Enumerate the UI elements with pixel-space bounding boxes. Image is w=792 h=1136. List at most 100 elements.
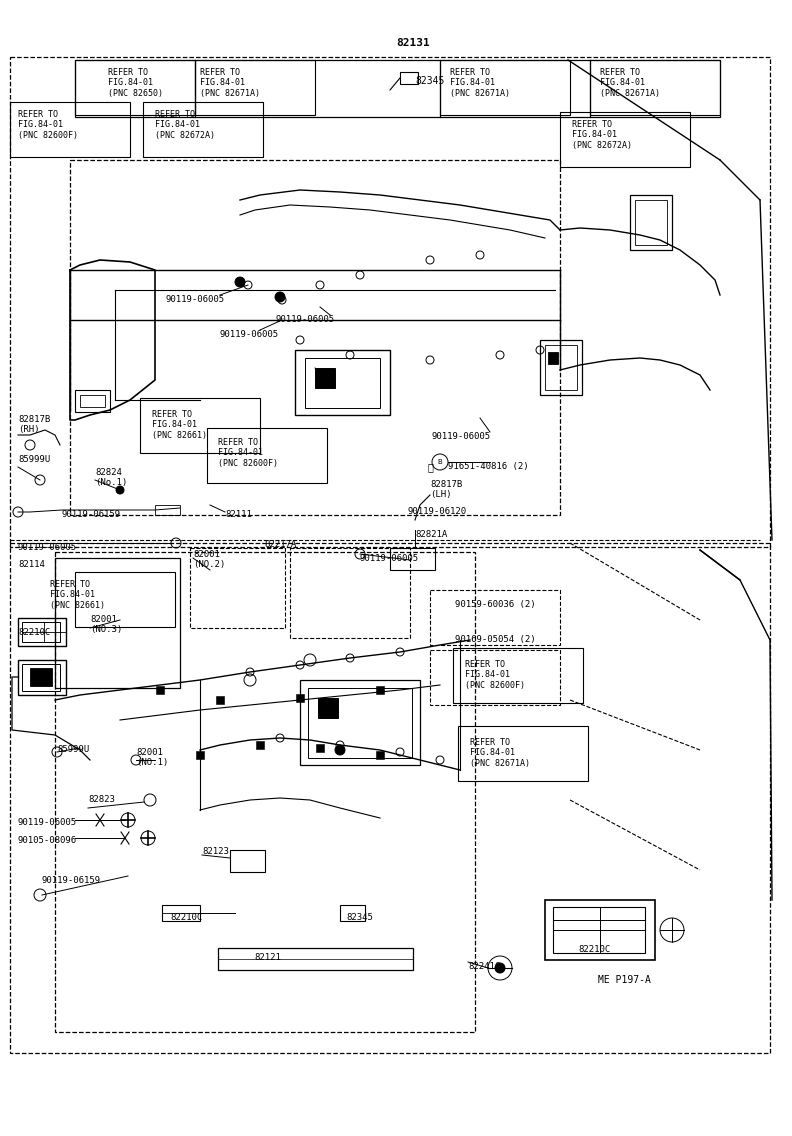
Bar bbox=[75, 60, 195, 115]
Bar bbox=[207, 428, 327, 483]
Text: REFER TO
FIG.84-01
(PNC 82661): REFER TO FIG.84-01 (PNC 82661) bbox=[50, 580, 105, 610]
Bar bbox=[75, 573, 175, 627]
Bar bbox=[195, 60, 315, 115]
Bar bbox=[22, 623, 60, 642]
Bar bbox=[316, 744, 324, 752]
Bar bbox=[545, 345, 577, 390]
Text: REFER TO
FIG.84-01
(PNC 82600F): REFER TO FIG.84-01 (PNC 82600F) bbox=[465, 660, 525, 690]
Text: 90119-06005: 90119-06005 bbox=[360, 554, 419, 563]
Bar bbox=[10, 102, 130, 157]
Bar bbox=[400, 72, 418, 84]
Text: 82817B
(LH): 82817B (LH) bbox=[430, 481, 463, 500]
Text: 90119-06005: 90119-06005 bbox=[165, 295, 224, 304]
Text: REFER TO
FIG.84-01
(PNC 82671A): REFER TO FIG.84-01 (PNC 82671A) bbox=[600, 68, 660, 98]
Bar bbox=[22, 665, 60, 691]
Text: 82823: 82823 bbox=[88, 795, 115, 804]
Bar bbox=[545, 900, 655, 960]
Text: REFER TO
FIG.84-01
(PNC 82671A): REFER TO FIG.84-01 (PNC 82671A) bbox=[450, 68, 510, 98]
Text: 82241C: 82241C bbox=[468, 962, 501, 971]
Text: 91651-40816 (2): 91651-40816 (2) bbox=[448, 462, 528, 471]
Bar bbox=[635, 200, 667, 245]
Text: B: B bbox=[438, 459, 443, 465]
Bar bbox=[295, 350, 390, 415]
Bar bbox=[216, 696, 224, 704]
Bar bbox=[560, 112, 690, 167]
Bar bbox=[155, 506, 180, 515]
Bar bbox=[196, 751, 204, 759]
Text: REFER TO
FIG.84-01
(PNC 82672A): REFER TO FIG.84-01 (PNC 82672A) bbox=[155, 110, 215, 140]
Text: 90119-06005: 90119-06005 bbox=[18, 818, 77, 827]
Text: 82817B
(RH): 82817B (RH) bbox=[18, 415, 50, 434]
Circle shape bbox=[275, 292, 285, 302]
Text: 82210C: 82210C bbox=[18, 628, 50, 637]
Circle shape bbox=[335, 745, 345, 755]
Bar bbox=[80, 395, 105, 407]
Text: 85999U: 85999U bbox=[18, 456, 50, 463]
Text: 82345: 82345 bbox=[415, 76, 444, 86]
Text: 82210C: 82210C bbox=[578, 945, 611, 954]
Bar bbox=[143, 102, 263, 157]
Bar bbox=[318, 698, 338, 718]
Bar bbox=[156, 686, 164, 694]
Circle shape bbox=[116, 486, 124, 494]
Bar bbox=[290, 548, 410, 638]
Bar bbox=[296, 694, 304, 702]
Text: 90119-06005: 90119-06005 bbox=[275, 315, 334, 324]
Text: REFER TO
FIG.84-01
(PNC 82600F): REFER TO FIG.84-01 (PNC 82600F) bbox=[218, 438, 278, 468]
Text: REFER TO
FIG.84-01
(PNC 82661): REFER TO FIG.84-01 (PNC 82661) bbox=[152, 410, 207, 440]
Text: REFER TO
FIG.84-01
(PNC 82672A): REFER TO FIG.84-01 (PNC 82672A) bbox=[572, 120, 632, 150]
Text: 82001
(NO.1): 82001 (NO.1) bbox=[136, 747, 168, 768]
Text: 90119-06005: 90119-06005 bbox=[432, 432, 491, 441]
Bar bbox=[308, 688, 412, 758]
Bar bbox=[55, 552, 475, 1031]
Bar bbox=[376, 686, 384, 694]
Text: 90169-05054 (2): 90169-05054 (2) bbox=[455, 635, 535, 644]
Bar bbox=[630, 195, 672, 250]
Text: 90119-06159: 90119-06159 bbox=[62, 510, 121, 519]
Bar bbox=[430, 590, 560, 645]
Text: 82123: 82123 bbox=[202, 847, 229, 857]
Text: REFER TO
FIG.84-01
(PNC 82671A): REFER TO FIG.84-01 (PNC 82671A) bbox=[470, 738, 530, 768]
Bar bbox=[75, 390, 110, 412]
Text: 90105-08096: 90105-08096 bbox=[18, 836, 77, 845]
Text: 82821A: 82821A bbox=[415, 531, 447, 538]
Bar bbox=[18, 618, 66, 646]
Text: 82111: 82111 bbox=[225, 510, 252, 519]
Bar bbox=[162, 905, 200, 921]
Text: 82345: 82345 bbox=[346, 913, 373, 922]
Text: 82001
(NO.2): 82001 (NO.2) bbox=[193, 550, 225, 569]
Text: REFER TO
FIG.84-01
(PNC 82600F): REFER TO FIG.84-01 (PNC 82600F) bbox=[18, 110, 78, 140]
Text: 82210C: 82210C bbox=[170, 913, 202, 922]
Bar bbox=[440, 60, 570, 115]
Bar bbox=[590, 60, 720, 115]
Bar bbox=[390, 548, 435, 570]
Bar bbox=[10, 543, 770, 1053]
Bar bbox=[190, 548, 285, 628]
Bar bbox=[300, 680, 420, 765]
Text: Ⓑ: Ⓑ bbox=[427, 462, 433, 471]
Text: 90119-06159: 90119-06159 bbox=[42, 876, 101, 885]
Bar bbox=[553, 907, 645, 953]
Bar bbox=[453, 648, 583, 703]
Bar bbox=[256, 741, 264, 749]
Text: REFER TO
FIG.84-01
(PNC 82650): REFER TO FIG.84-01 (PNC 82650) bbox=[108, 68, 163, 98]
Bar bbox=[340, 905, 365, 921]
Text: 85999U: 85999U bbox=[57, 745, 89, 754]
Text: 90119-06120: 90119-06120 bbox=[408, 507, 467, 516]
Bar bbox=[10, 57, 770, 548]
Text: 82121: 82121 bbox=[254, 953, 281, 962]
Bar bbox=[70, 160, 560, 515]
Bar bbox=[315, 368, 335, 389]
Bar bbox=[55, 558, 180, 688]
Circle shape bbox=[495, 963, 505, 974]
Text: 90159-60036 (2): 90159-60036 (2) bbox=[455, 600, 535, 609]
Bar bbox=[30, 668, 52, 686]
Bar bbox=[540, 340, 582, 395]
Text: 82114: 82114 bbox=[18, 560, 45, 569]
Text: 82131: 82131 bbox=[396, 37, 430, 48]
Text: 82001
(NO.3): 82001 (NO.3) bbox=[90, 615, 122, 634]
Bar bbox=[230, 850, 265, 872]
Bar bbox=[430, 650, 560, 705]
Bar bbox=[458, 726, 588, 782]
Text: 82217A: 82217A bbox=[264, 540, 296, 549]
